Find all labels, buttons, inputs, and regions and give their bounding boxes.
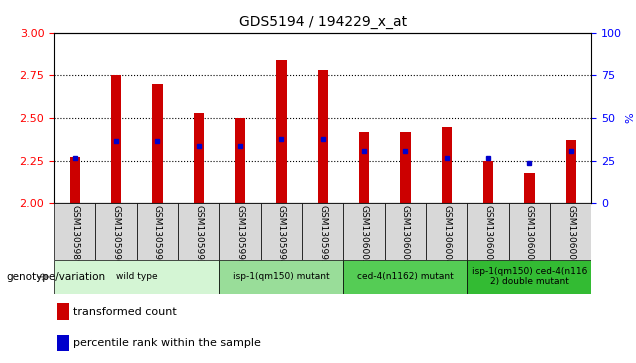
Bar (193, 113, 204, 203)
Text: transformed count: transformed count (73, 307, 177, 317)
Bar (317, 70, 328, 203)
Bar (235, 118, 245, 203)
Bar (69, 157, 80, 203)
Bar (359, 132, 370, 203)
Bar (483, 160, 494, 203)
Bar (467, 203, 509, 260)
Bar (261, 203, 302, 260)
Text: GSM1306006: GSM1306006 (525, 205, 534, 266)
Bar (441, 126, 452, 203)
Bar (467, 260, 591, 294)
Bar (178, 203, 219, 260)
Bar (111, 75, 121, 203)
Text: GSM1306003: GSM1306003 (401, 205, 410, 266)
Title: GDS5194 / 194229_x_at: GDS5194 / 194229_x_at (238, 15, 407, 29)
Text: GSM1305993: GSM1305993 (235, 205, 245, 266)
Text: GSM1306004: GSM1306004 (442, 205, 452, 266)
Bar (343, 203, 385, 260)
Bar (400, 132, 411, 203)
Text: percentile rank within the sample: percentile rank within the sample (73, 338, 261, 348)
Text: GSM1305994: GSM1305994 (277, 205, 286, 266)
Text: GSM1305995: GSM1305995 (318, 205, 328, 266)
Bar (524, 172, 535, 203)
Text: wild type: wild type (116, 272, 158, 281)
Text: genotype/variation: genotype/variation (6, 272, 106, 282)
Text: GSM1306007: GSM1306007 (566, 205, 576, 266)
Bar (219, 260, 343, 294)
Text: GSM1305990: GSM1305990 (111, 205, 121, 266)
Text: GSM1306002: GSM1306002 (359, 205, 369, 266)
Bar (276, 60, 287, 203)
Bar (54, 203, 95, 260)
Bar (95, 203, 137, 260)
Text: GSM1305989: GSM1305989 (70, 205, 80, 266)
Bar (426, 203, 467, 260)
Text: isp-1(qm150) ced-4(n116
2) double mutant: isp-1(qm150) ced-4(n116 2) double mutant (472, 267, 587, 286)
Bar (57, 335, 69, 351)
Bar (54, 260, 219, 294)
Bar (550, 203, 591, 260)
Text: isp-1(qm150) mutant: isp-1(qm150) mutant (233, 272, 329, 281)
Text: GSM1306005: GSM1306005 (483, 205, 493, 266)
Bar (565, 140, 576, 203)
Bar (219, 203, 261, 260)
Bar (509, 203, 550, 260)
Bar (343, 260, 467, 294)
Text: ced-4(n1162) mutant: ced-4(n1162) mutant (357, 272, 454, 281)
Bar (302, 203, 343, 260)
Bar (137, 203, 178, 260)
Text: GSM1305991: GSM1305991 (153, 205, 162, 266)
Text: GSM1305992: GSM1305992 (194, 205, 204, 266)
Bar (57, 303, 69, 320)
Bar (385, 203, 426, 260)
Y-axis label: %: % (625, 113, 635, 123)
Bar (152, 84, 163, 203)
